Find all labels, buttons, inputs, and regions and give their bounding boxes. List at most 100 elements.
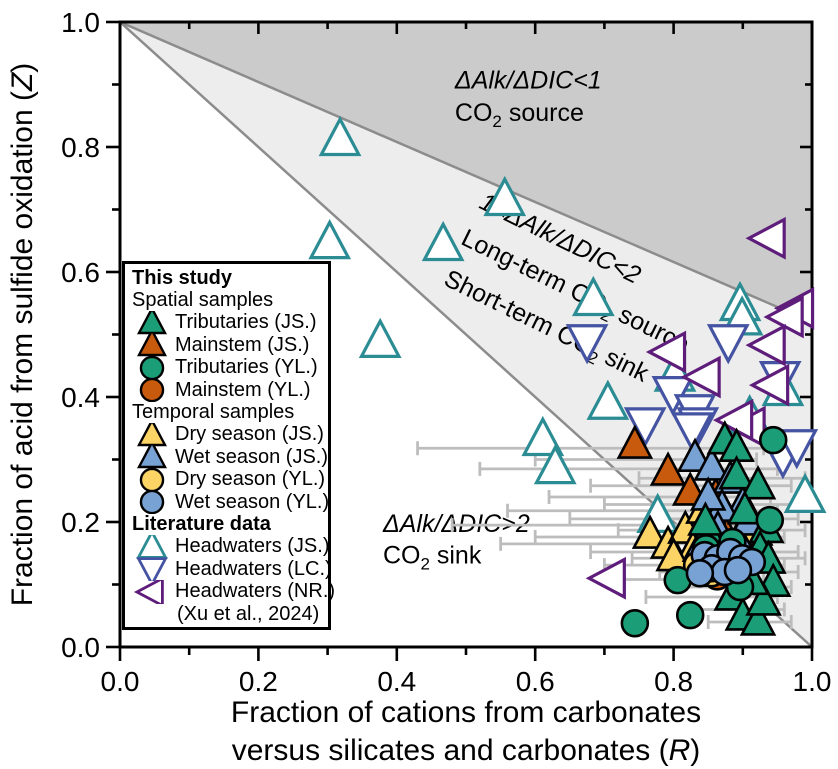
triangle-up-glyph	[136, 534, 168, 559]
legend-citation: (Xu et al., 2024)	[129, 603, 324, 625]
y-axis-title: Fraction of acid from sulfide oxidation …	[6, 63, 39, 607]
legend-header-0: This study	[129, 267, 324, 289]
legend-header-label: This study	[132, 266, 233, 289]
legend-item-label: Dry season (JS.)	[175, 423, 324, 446]
circle-glyph	[139, 378, 165, 403]
circle-icon-glyph	[139, 378, 165, 403]
x-tick-label: 0.2	[239, 666, 278, 697]
tributaries-js-marker	[745, 581, 782, 616]
legend-item-mainstem-yl: Mainstem (YL.)	[129, 378, 324, 403]
legend-item-label: Mainstem (YL.)	[175, 378, 311, 401]
tributaries-yl-marker	[758, 425, 788, 455]
headwaters-nr-marker	[585, 556, 626, 600]
axes: 0.0 0.2 0.4 0.6 0.8 1.0 0.0 0.2 0.4 0.6 0.8 1.0 Frac…	[6, 7, 831, 767]
circle-glyph	[139, 355, 165, 380]
tributaries-js-marker	[739, 464, 777, 500]
triangle-up-glyph	[137, 422, 167, 447]
y-tick-label: 0.8	[61, 132, 100, 163]
circle-icon-glyph	[139, 490, 165, 515]
y-tick-label: 0.4	[61, 382, 100, 413]
headwaters-js-marker	[483, 175, 527, 217]
triangle-up-icon	[129, 534, 175, 559]
legend-item-headwaters-js: Headwaters (JS.)	[129, 534, 330, 559]
headwaters-js-marker	[521, 415, 565, 457]
y-tick-label: 1.0	[61, 7, 100, 38]
triangle-up-icon-glyph	[137, 422, 167, 447]
legend-subheader-label: Spatial samples	[132, 289, 274, 312]
triangle-up-glyph	[137, 445, 167, 469]
wet-js-marker	[693, 446, 730, 481]
headwaters-js-marker	[586, 379, 630, 420]
x-tick-label: 0.8	[654, 666, 693, 697]
headwaters-nr-marker	[712, 398, 754, 442]
wet-yl-marker	[685, 558, 715, 588]
headwaters-lc-marker	[670, 412, 714, 453]
legend-item-headwaters-nr: Headwaters (NR.)	[129, 579, 335, 604]
tributaries-yl-marker	[675, 600, 705, 630]
legend-citation-label: (Xu et al., 2024)	[177, 602, 320, 625]
headwaters-nr-marker	[645, 330, 687, 374]
x-tick-label: 1.0	[793, 666, 832, 697]
tributaries-js-marker	[739, 601, 777, 636]
triangle-up-icon-glyph	[137, 310, 167, 335]
triangle-down-icon-glyph	[136, 557, 168, 582]
triangle-up-icon	[129, 445, 175, 469]
headwaters-js-marker	[571, 275, 615, 317]
headwaters-js-marker	[318, 115, 362, 157]
headwaters-nr-marker	[745, 216, 786, 260]
x-axis-title-line1: Fraction of cations from carbonates	[231, 696, 701, 729]
headwaters-nr-marker	[745, 323, 786, 367]
y-tick-label: 0.2	[61, 507, 100, 538]
tributaries-js-marker	[718, 454, 755, 490]
circle-icon	[129, 355, 175, 380]
headwaters-js-marker	[783, 472, 827, 513]
triangle-down-glyph	[136, 557, 168, 582]
y-tick-label: 0.0	[61, 632, 100, 663]
circle-glyph	[139, 490, 165, 515]
triangle-up-glyph	[137, 333, 167, 357]
circle-glyph	[139, 467, 165, 492]
headwaters-js-marker	[358, 317, 402, 358]
circle-icon	[129, 378, 175, 403]
triangle-left-icon-glyph	[133, 579, 164, 604]
legend-item-label: Tributaries (JS.)	[175, 311, 317, 334]
legend-item-label: Wet season (YL.)	[175, 490, 330, 513]
series-headwaters-nr	[585, 216, 815, 600]
annotation-7: CO2 sink	[383, 541, 482, 573]
headwaters-lc-marker	[565, 324, 609, 365]
circle-icon-glyph	[139, 467, 165, 492]
legend-item-dry-yl: Dry season (YL.)	[129, 467, 325, 492]
mainstem-js-marker	[616, 424, 654, 459]
circle-icon	[129, 490, 175, 515]
legend-subheader-1: Spatial samples	[129, 289, 324, 311]
legend-header-11: Literature data	[129, 513, 324, 535]
triangle-down-icon	[129, 557, 175, 582]
legend-item-label: Mainstem (JS.)	[175, 333, 310, 356]
tributaries-js-marker	[726, 489, 764, 525]
circle-icon-glyph	[139, 355, 165, 380]
legend-item-label: Headwaters (JS.)	[175, 535, 330, 558]
legend-item-label: Headwaters (LC.)	[175, 557, 332, 580]
dry-js-marker	[631, 514, 669, 549]
headwaters-js-marker	[308, 218, 352, 260]
triangle-up-icon-glyph	[137, 333, 167, 357]
annotation-2: CO2 source	[455, 99, 584, 131]
annotation-1: ΔAlk/ΔDIC<1	[454, 66, 602, 94]
headwaters-js-marker	[533, 443, 577, 485]
legend-item-wet-js: Wet season (JS.)	[129, 445, 328, 469]
legend-item-label: Wet season (JS.)	[175, 445, 329, 468]
headwaters-nr-marker	[680, 355, 721, 399]
wet-yl-marker	[723, 555, 753, 585]
x-tick-label: 0.4	[377, 666, 416, 697]
headwaters-lc-marker	[706, 324, 750, 365]
headwaters-nr-marker	[748, 363, 790, 407]
triangle-left-glyph	[133, 579, 164, 604]
triangle-up-glyph	[137, 310, 167, 335]
legend-item-tributaries-yl: Tributaries (YL.)	[129, 355, 324, 380]
legend-item-tributaries-js: Tributaries (JS.)	[129, 310, 324, 335]
triangle-up-icon	[129, 333, 175, 357]
series-wet-yl	[685, 537, 767, 588]
boundary-line-1	[119, 20, 813, 324]
legend-item-label: Headwaters (NR.)	[175, 580, 336, 603]
